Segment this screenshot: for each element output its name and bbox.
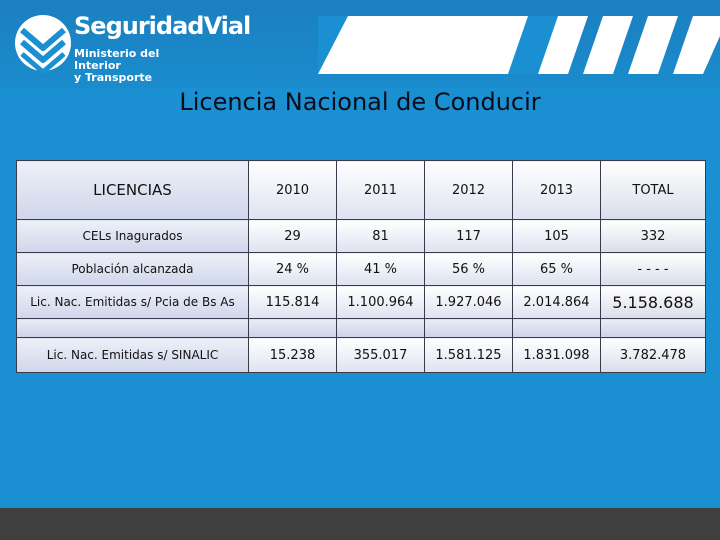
header-cell-2012: 2012: [424, 160, 513, 220]
spacer-cell: [600, 318, 706, 338]
header-cell-total: TOTAL: [600, 160, 706, 220]
brand-name: SeguridadVial: [74, 12, 251, 40]
table-cell: 15.238: [248, 337, 337, 373]
footer-band: [0, 508, 720, 540]
table-cell: 56 %: [424, 252, 513, 286]
header-cell-2011: 2011: [336, 160, 425, 220]
header-cell-2010: 2010: [248, 160, 337, 220]
seguridad-vial-logo: SeguridadVial Ministerio del Interior y …: [14, 8, 251, 84]
table-cell: 105: [512, 219, 601, 253]
row-label: Lic. Nac. Emitidas s/ SINALIC: [16, 337, 249, 373]
spacer-cell: [336, 318, 425, 338]
table-cell: 1.831.098: [512, 337, 601, 373]
table-cell: 24 %: [248, 252, 337, 286]
table-cell-total: 3.782.478: [600, 337, 706, 373]
table-cell: 1.927.046: [424, 285, 513, 319]
table-cell: 81: [336, 219, 425, 253]
spacer-cell: [248, 318, 337, 338]
licenses-table: LICENCIAS 2010 2011 2012 2013 TOTAL CELs…: [16, 160, 706, 373]
table-cell: 115.814: [248, 285, 337, 319]
table-cell: 1.100.964: [336, 285, 425, 319]
table-cell-total: 332: [600, 219, 706, 253]
brand-subtitle-line-1: Ministerio del Interior: [74, 47, 160, 72]
page-title: Licencia Nacional de Conducir: [179, 88, 541, 116]
spacer-cell: [424, 318, 513, 338]
spacer-cell: [512, 318, 601, 338]
row-label: CELs Inagurados: [16, 219, 249, 253]
header-band: SeguridadVial Ministerio del Interior y …: [0, 0, 720, 88]
table-cell-total: - - - -: [600, 252, 706, 286]
table-cell: 41 %: [336, 252, 425, 286]
spacer-cell: [16, 318, 249, 338]
brand-subtitle: Ministerio del Interior y Transporte: [74, 48, 204, 84]
table-spacer-row: [16, 318, 706, 338]
road-chevron-logo-icon: [15, 15, 71, 75]
table-row: Lic. Nac. Emitidas s/ Pcia de Bs As 115.…: [16, 285, 706, 319]
table-cell: 65 %: [512, 252, 601, 286]
table-row: CELs Inagurados 29 81 117 105 332: [16, 219, 706, 253]
row-label: Población alcanzada: [16, 252, 249, 286]
table-cell: 2.014.864: [512, 285, 601, 319]
row-label: Lic. Nac. Emitidas s/ Pcia de Bs As: [16, 285, 249, 319]
table-cell-total: 5.158.688: [600, 285, 706, 319]
brand-subtitle-line-2: y Transporte: [74, 71, 153, 84]
decorative-stripes: [318, 16, 720, 74]
table-cell: 29: [248, 219, 337, 253]
table-row: Población alcanzada 24 % 41 % 56 % 65 % …: [16, 252, 706, 286]
header-cell-licencias: LICENCIAS: [16, 160, 249, 220]
table-header-row: LICENCIAS 2010 2011 2012 2013 TOTAL: [16, 160, 706, 220]
table-row: Lic. Nac. Emitidas s/ SINALIC 15.238 355…: [16, 337, 706, 373]
table-cell: 355.017: [336, 337, 425, 373]
table-cell: 117: [424, 219, 513, 253]
table-cell: 1.581.125: [424, 337, 513, 373]
header-cell-2013: 2013: [512, 160, 601, 220]
